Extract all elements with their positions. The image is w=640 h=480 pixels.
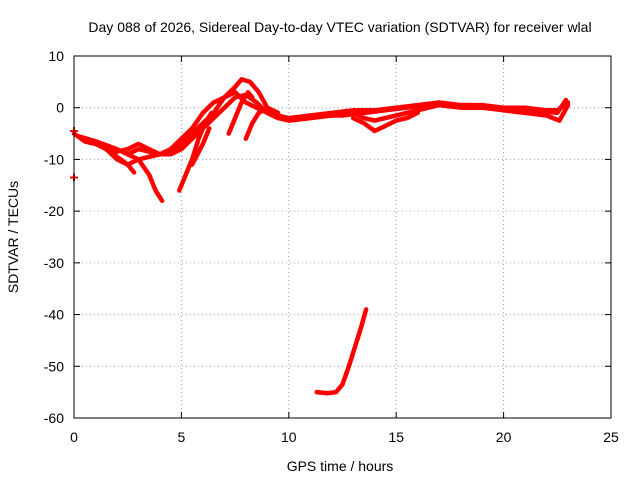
series-line-arc-9 bbox=[243, 105, 281, 141]
series-line-arc-8 bbox=[226, 89, 255, 136]
series-line-arc-3 bbox=[82, 92, 571, 167]
plot-frame bbox=[73, 55, 612, 419]
y-tick-label: 0 bbox=[56, 100, 64, 116]
x-tick-label: 5 bbox=[178, 429, 186, 445]
y-tick-label: 10 bbox=[48, 48, 64, 64]
x-tick-label: 20 bbox=[496, 429, 512, 445]
series-line-arc-7 bbox=[189, 126, 212, 167]
x-tick-label: 10 bbox=[281, 429, 297, 445]
y-tick-label: -60 bbox=[44, 410, 64, 426]
y-tick-label: -50 bbox=[44, 358, 64, 374]
chart-title: Day 088 of 2026, Sidereal Day-to-day VTE… bbox=[88, 19, 591, 35]
y-tick-label: -10 bbox=[44, 151, 64, 167]
series-line-arc-4 bbox=[103, 146, 137, 175]
axis-ticks: 0 5 10 15 20 25 -60 -50 -40 -30 -20 -10 0 10 bbox=[44, 48, 619, 445]
y-tick-label: -40 bbox=[44, 307, 64, 323]
series-line-arc-10 bbox=[350, 110, 420, 134]
x-tick-label: 0 bbox=[70, 429, 78, 445]
x-tick-label: 25 bbox=[603, 429, 619, 445]
series-line-arc-11 bbox=[314, 307, 369, 396]
x-axis-label: GPS time / hours bbox=[287, 458, 394, 474]
y-tick-label: -30 bbox=[44, 255, 64, 271]
y-tick-label: -20 bbox=[44, 203, 64, 219]
x-tick-label: 15 bbox=[388, 429, 404, 445]
data-series bbox=[70, 77, 571, 396]
y-axis-label: SDTVAR / TECUs bbox=[5, 181, 21, 293]
series-line-arc-5 bbox=[125, 152, 165, 204]
series-line-arc-6 bbox=[177, 110, 214, 193]
